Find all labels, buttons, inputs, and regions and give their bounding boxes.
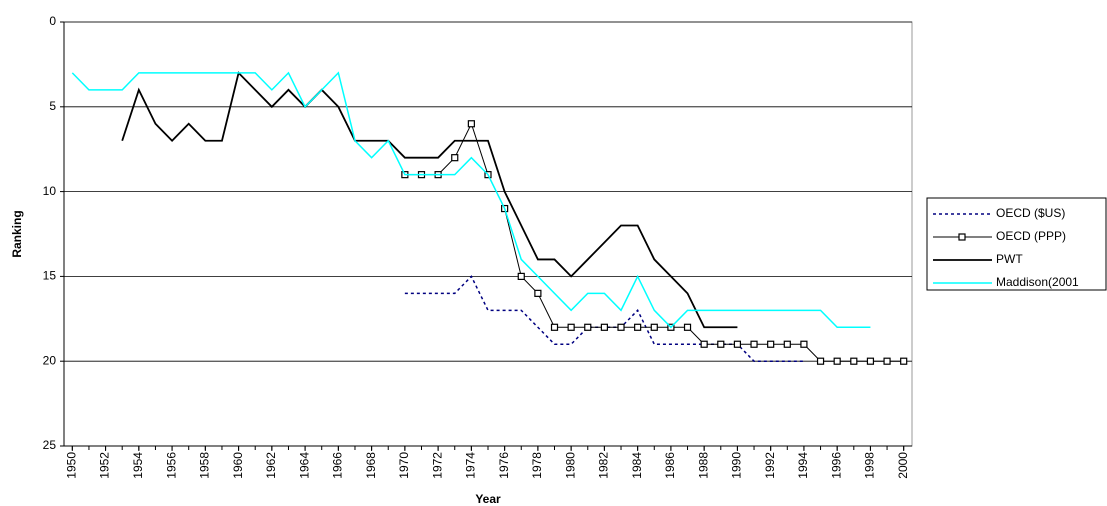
legend-label: Maddison(2001 [996, 275, 1079, 289]
legend-label: PWT [996, 252, 1023, 266]
x-tick-label: 1956 [164, 452, 178, 479]
y-tick-label: 20 [43, 353, 57, 367]
x-tick-label: 1968 [364, 452, 378, 479]
x-tick-label: 1982 [597, 452, 611, 479]
data-point [717, 340, 725, 348]
legend-label: OECD (PPP) [996, 229, 1066, 243]
x-tick-label: 1994 [796, 452, 810, 479]
x-tick-label: 1972 [430, 452, 444, 479]
y-tick-label: 0 [49, 14, 56, 28]
data-point [683, 323, 692, 331]
x-tick-label: 1974 [464, 452, 478, 479]
data-point [517, 272, 525, 280]
x-tick-label: 1980 [563, 452, 577, 479]
data-point [767, 340, 775, 348]
data-point [567, 323, 575, 331]
data-point [650, 323, 658, 331]
data-point [600, 323, 608, 331]
data-point [750, 340, 758, 348]
x-tick-label: 1950 [64, 452, 78, 479]
data-point [816, 357, 825, 365]
data-point [850, 357, 858, 365]
x-tick-label: 1960 [231, 452, 245, 479]
y-tick-label: 25 [43, 438, 57, 452]
data-point [467, 120, 475, 128]
data-point [900, 357, 908, 365]
data-point [733, 340, 742, 348]
x-tick-label: 1988 [696, 452, 710, 479]
data-point [700, 340, 708, 348]
data-point [617, 323, 625, 331]
x-tick-label: 1976 [497, 452, 511, 479]
data-point [833, 357, 841, 365]
x-tick-label: 1962 [264, 452, 278, 479]
y-tick-label: 10 [43, 184, 57, 198]
x-tick-label: 1970 [397, 452, 411, 479]
data-point [783, 340, 791, 348]
data-point [534, 289, 542, 297]
data-point [800, 340, 808, 348]
x-tick-label: 1986 [663, 452, 677, 479]
x-tick-label: 1996 [829, 452, 843, 479]
legend-marker [958, 233, 966, 241]
y-axis-label: Ranking [10, 210, 24, 257]
x-tick-label: 1984 [630, 452, 644, 479]
plot-area [63, 21, 913, 447]
data-point [550, 323, 559, 331]
x-axis-label: Year [475, 492, 501, 506]
legend-box [926, 197, 1107, 291]
x-tick-label: 1952 [98, 452, 112, 479]
x-tick-label: 2000 [896, 452, 910, 479]
data-point [451, 154, 459, 162]
x-tick-label: 1958 [198, 452, 212, 479]
x-tick-label: 1966 [331, 452, 345, 479]
x-tick-label: 1964 [297, 452, 311, 479]
y-tick-label: 5 [49, 99, 56, 113]
data-point [866, 357, 875, 365]
x-tick-label: 1992 [763, 452, 777, 479]
data-point [634, 323, 642, 331]
x-tick-label: 1990 [730, 452, 744, 479]
x-tick-label: 1978 [530, 452, 544, 479]
x-tick-label: 1998 [863, 452, 877, 479]
data-point [883, 357, 891, 365]
legend-label: OECD ($US) [996, 206, 1065, 220]
y-tick-label: 15 [43, 269, 57, 283]
data-point [584, 323, 592, 331]
series-line [71, 71, 871, 329]
x-tick-label: 1954 [131, 452, 145, 479]
series-line [121, 71, 738, 329]
